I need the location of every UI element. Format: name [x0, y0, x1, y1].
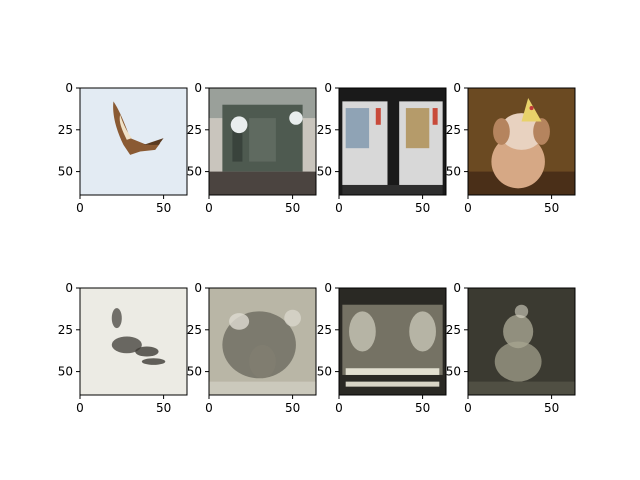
y-tick-label: 0 — [65, 81, 73, 95]
y-tick-label: 50 — [58, 365, 73, 379]
panel-image-content — [80, 288, 187, 395]
blob — [349, 311, 376, 351]
y-tick-label: 25 — [58, 123, 73, 137]
y-tick-label: 50 — [187, 165, 202, 179]
blob — [209, 382, 316, 395]
y-tick-label: 25 — [187, 123, 202, 137]
y-tick-label: 50 — [58, 165, 73, 179]
panel-image — [339, 288, 446, 395]
panel-image-content — [339, 88, 446, 195]
panel-image — [468, 88, 575, 195]
panel-image-content — [209, 88, 316, 195]
x-tick-label: 50 — [156, 401, 171, 415]
y-tick-label: 50 — [446, 365, 461, 379]
blob — [284, 310, 301, 327]
x-tick-label: 50 — [544, 401, 559, 415]
panel-image-content — [339, 288, 446, 395]
y-tick-label: 0 — [194, 81, 202, 95]
y-tick-label: 0 — [324, 281, 332, 295]
x-tick-label: 50 — [156, 201, 171, 215]
panel-image-content — [468, 88, 575, 195]
blob — [468, 382, 575, 395]
panel-image-content — [209, 288, 316, 395]
x-tick-label: 0 — [205, 201, 213, 215]
y-tick-label: 25 — [446, 323, 461, 337]
y-tick-label: 50 — [187, 365, 202, 379]
blob — [495, 342, 542, 382]
panel-image — [468, 288, 575, 395]
x-tick-label: 0 — [335, 401, 343, 415]
x-tick-label: 0 — [205, 401, 213, 415]
panel-left — [376, 108, 381, 125]
headlight-left — [231, 116, 248, 133]
dog-ear-right — [533, 118, 550, 145]
y-tick-label: 25 — [317, 323, 332, 337]
panel-image — [339, 88, 446, 195]
y-tick-label: 50 — [317, 365, 332, 379]
x-tick-label: 50 — [285, 401, 300, 415]
y-tick-label: 0 — [453, 81, 461, 95]
floor — [342, 185, 442, 195]
y-tick-label: 0 — [453, 281, 461, 295]
x-tick-label: 0 — [464, 201, 472, 215]
y-tick-label: 50 — [317, 165, 332, 179]
panel-image-content — [468, 288, 575, 395]
y-tick-label: 0 — [194, 281, 202, 295]
x-tick-label: 50 — [415, 201, 430, 215]
x-tick-label: 0 — [335, 201, 343, 215]
headlight-right — [289, 111, 302, 124]
panel-image-content — [80, 88, 187, 195]
panel-image — [80, 88, 187, 195]
blob — [249, 345, 276, 378]
y-tick-label: 25 — [187, 323, 202, 337]
x-tick-label: 50 — [544, 201, 559, 215]
y-tick-label: 0 — [65, 281, 73, 295]
party-hat-dot — [530, 106, 534, 110]
x-tick-label: 0 — [76, 401, 84, 415]
blob — [229, 313, 249, 330]
x-tick-label: 0 — [76, 201, 84, 215]
blob — [135, 347, 158, 357]
ground — [209, 172, 316, 195]
panel-image — [209, 288, 316, 395]
x-tick-label: 0 — [464, 401, 472, 415]
blob — [346, 382, 440, 387]
y-tick-label: 25 — [446, 123, 461, 137]
blob — [515, 305, 528, 318]
blob — [409, 311, 436, 351]
panel-image — [80, 288, 187, 395]
y-tick-label: 25 — [58, 323, 73, 337]
x-tick-label: 50 — [285, 201, 300, 215]
display-left — [346, 108, 369, 148]
y-tick-label: 50 — [446, 165, 461, 179]
blob — [346, 368, 440, 375]
panel-image — [209, 88, 316, 195]
x-tick-label: 50 — [415, 401, 430, 415]
vehicle-grille-center — [249, 118, 276, 161]
y-tick-label: 25 — [317, 123, 332, 137]
panel-right — [433, 108, 438, 125]
blob — [112, 308, 122, 328]
display-right — [406, 108, 429, 148]
blob — [142, 358, 165, 365]
dog-ear-left — [493, 118, 510, 145]
y-tick-label: 0 — [324, 81, 332, 95]
